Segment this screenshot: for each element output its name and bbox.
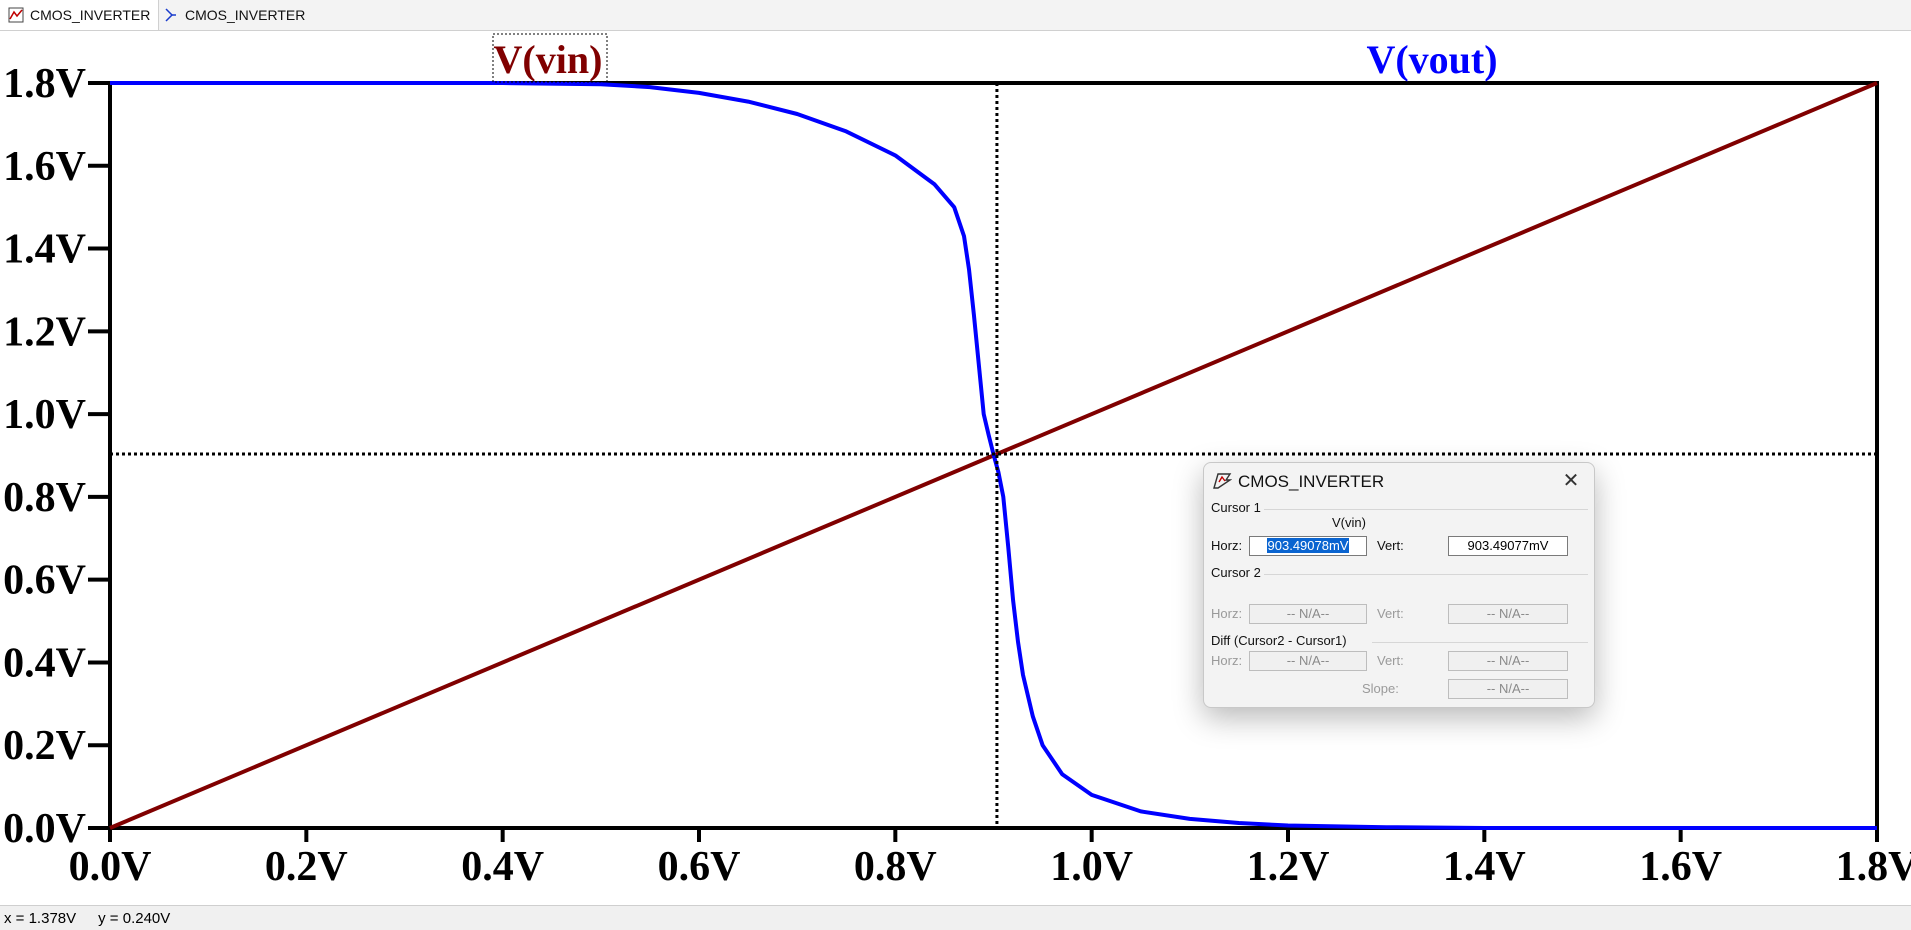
y-tick-label: 0.8V: [3, 475, 86, 521]
close-icon[interactable]: ✕: [1562, 470, 1580, 492]
schematic-icon: [165, 8, 176, 22]
cursor1-vert-field[interactable]: 903.49077mV: [1448, 536, 1568, 556]
y-tick-label: 1.2V: [3, 309, 86, 355]
tab-label: CMOS_INVERTER: [30, 7, 151, 23]
trace-title-vin[interactable]: V(vin): [494, 37, 603, 82]
status-bar: x = 1.378V y = 0.240V: [0, 905, 1911, 930]
tab-strip: CMOS_INVERTER CMOS_INVERTER: [0, 0, 1911, 31]
diff-group-label: Diff (Cursor2 - Cursor1): [1211, 633, 1347, 648]
x-tick-label: 1.2V: [1247, 844, 1330, 890]
y-coordinate-readout: y = 0.240V: [98, 909, 171, 927]
x-tick-label: 1.8V: [1836, 844, 1911, 890]
y-tick-label: 0.0V: [3, 806, 86, 852]
cursor2-horz-label: Horz:: [1211, 606, 1243, 621]
ltspice-icon: [1213, 473, 1232, 489]
x-tick-label: 0.6V: [658, 844, 741, 890]
x-tick-label: 1.0V: [1050, 844, 1133, 890]
tab-schematic-view[interactable]: CMOS_INVERTER: [157, 0, 311, 30]
cursor1-vert-label: Vert:: [1377, 538, 1404, 553]
x-coordinate-readout: x = 1.378V: [4, 909, 77, 927]
y-tick-label: 0.6V: [3, 558, 86, 604]
cursor1-group-label: Cursor 1: [1211, 500, 1261, 515]
vin-title-selection-box: [492, 33, 608, 83]
x-tick-label: 0.4V: [461, 844, 544, 890]
cursor2-vert-label: Vert:: [1377, 606, 1404, 621]
cursor2-horz-field: -- N/A--: [1249, 604, 1367, 624]
x-tick-label: 0.8V: [854, 844, 937, 890]
diff-slope-field: -- N/A--: [1448, 679, 1568, 699]
x-tick-label: 0.0V: [69, 844, 152, 890]
diff-vert-field: -- N/A--: [1448, 651, 1568, 671]
cursor1-horz-label: Horz:: [1211, 538, 1243, 553]
diff-vert-label: Vert:: [1377, 653, 1404, 668]
y-tick-label: 1.6V: [3, 144, 86, 190]
dialog-titlebar[interactable]: CMOS_INVERTER ✕: [1204, 463, 1594, 499]
group-divider: [1372, 642, 1588, 643]
dialog-title: CMOS_INVERTER: [1238, 472, 1385, 491]
cursor-dialog: CMOS_INVERTER ✕ Cursor 1 V(vin) Horz: 90…: [1203, 462, 1595, 708]
diff-horz-field: -- N/A--: [1249, 651, 1367, 671]
diff-horz-label: Horz:: [1211, 653, 1243, 668]
x-tick-label: 0.2V: [265, 844, 348, 890]
y-tick-label: 1.8V: [3, 61, 86, 107]
tab-waveform-view[interactable]: CMOS_INVERTER: [0, 0, 160, 30]
x-tick-label: 1.4V: [1443, 844, 1526, 890]
y-tick-label: 0.4V: [3, 640, 86, 686]
cursor2-group-label: Cursor 2: [1211, 565, 1261, 580]
waveform-icon: [8, 7, 24, 23]
waveform-plot[interactable]: 0.0V 0.2V 0.4V 0.6V 0.8V 1.0V 1.2V 1.4V 1.6V 1.8V…: [0, 31, 1911, 905]
cursor2-vert-field: -- N/A--: [1448, 604, 1568, 624]
y-tick-label: 0.2V: [3, 723, 86, 769]
group-divider: [1264, 509, 1588, 510]
trace-title-vout[interactable]: V(vout): [1366, 37, 1497, 82]
cursor1-horz-field[interactable]: 903.49078mV: [1249, 536, 1367, 556]
tab-label: CMOS_INVERTER: [185, 7, 306, 23]
group-divider: [1264, 574, 1588, 575]
cursor1-trace-name: V(vin): [1332, 515, 1366, 530]
y-tick-label: 1.4V: [3, 227, 86, 273]
x-tick-label: 1.6V: [1639, 844, 1722, 890]
cursor1-horz-value: 903.49078mV: [1266, 538, 1350, 553]
y-tick-label: 1.0V: [3, 392, 86, 438]
slope-label: Slope:: [1362, 681, 1399, 696]
